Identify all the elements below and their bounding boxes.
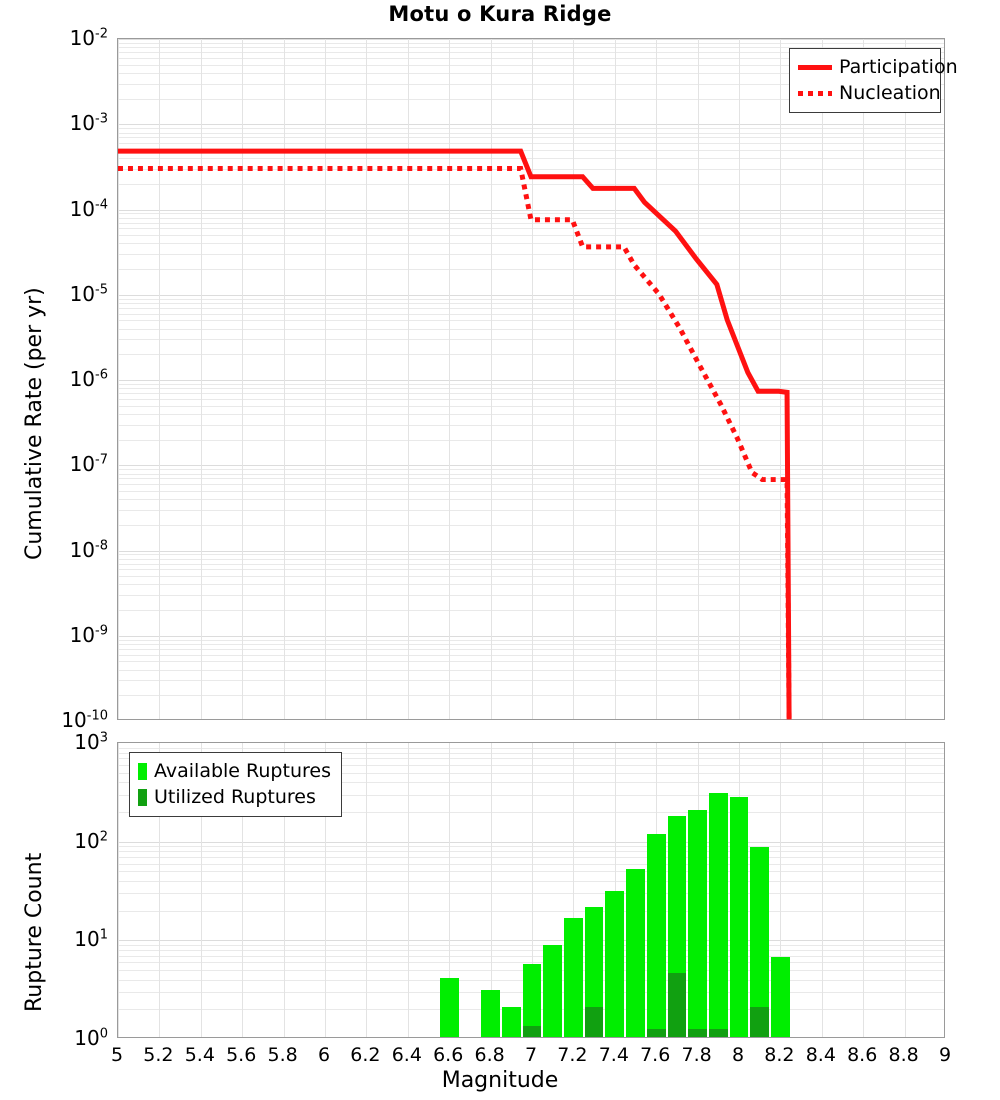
legend-label: Participation: [839, 56, 958, 78]
rupture-bar: [688, 809, 707, 1037]
utilized-segment: [708, 1029, 728, 1037]
utilized-segment: [646, 1029, 666, 1037]
x-tick: 5.6: [226, 1044, 257, 1066]
top-y-tick: 10-9: [69, 622, 108, 647]
legend-item-participation: Participation: [798, 54, 958, 80]
legend-item-available: Available Ruptures: [138, 758, 332, 784]
rupture-bar: [750, 846, 770, 1037]
chart-title: Motu o Kura Ridge: [388, 2, 612, 26]
x-tick: 9: [938, 1044, 952, 1066]
top-y-tick: 10-6: [69, 367, 108, 391]
rupture-bar: [439, 977, 459, 1037]
utilized-segment: [688, 1029, 707, 1037]
available-segment: [522, 963, 542, 1037]
top-y-tick: 10-7: [69, 452, 108, 477]
rupture-bar: [564, 918, 583, 1037]
top-y-tick: 10-3: [69, 111, 108, 136]
available-segment: [584, 906, 604, 1037]
x-tick: 8.8: [888, 1044, 919, 1066]
utilized-segment: [750, 1007, 770, 1037]
x-tick: 6: [317, 1044, 331, 1066]
legend-item-nucleation: Nucleation: [798, 80, 941, 106]
legend-item-utilized: Utilized Ruptures: [138, 784, 332, 810]
x-tick: 7.6: [640, 1044, 671, 1066]
rupture-bar: [543, 945, 563, 1037]
available-segment: [646, 833, 666, 1037]
available-segment: [626, 869, 645, 1037]
bottom-legend: Available Ruptures Utilized Ruptures: [129, 752, 342, 817]
x-tick: 7: [524, 1044, 538, 1066]
x-axis-title: Magnitude: [441, 1068, 559, 1093]
series-nucleation: [118, 166, 792, 720]
rupture-bar: [481, 989, 500, 1037]
x-tick: 8.4: [805, 1044, 836, 1066]
bottom-y-tick: 102: [74, 828, 108, 853]
available-segment: [688, 809, 707, 1037]
x-tick: 7.8: [681, 1044, 712, 1066]
x-tick: 6.2: [350, 1044, 381, 1066]
top-y-axis-title: Cumulative Rate (per yr): [22, 287, 47, 560]
top-gridlines: [118, 39, 944, 719]
x-tick: 6.6: [433, 1044, 464, 1066]
rupture-bar: [708, 792, 728, 1037]
top-y-tick: 10-10: [61, 708, 108, 732]
available-swatch-icon: [138, 762, 147, 780]
x-tick: 5.8: [267, 1044, 298, 1066]
x-tick: 5.2: [143, 1044, 174, 1066]
rupture-bars: [118, 743, 944, 1037]
x-tick: 5.4: [184, 1044, 215, 1066]
top-y-tick: 10-4: [69, 196, 108, 221]
available-segment: [501, 1007, 521, 1037]
rate-curves: [118, 148, 792, 720]
legend-label: Nucleation: [839, 82, 941, 104]
bottom-y-tick: 100: [74, 1026, 108, 1050]
rupture-bar: [626, 869, 645, 1037]
available-segment: [771, 956, 790, 1037]
top-y-tick: 10-5: [69, 281, 108, 306]
solid-line-icon: [798, 64, 832, 70]
available-segment: [439, 977, 459, 1037]
rupture-bar: [646, 833, 666, 1037]
available-segment: [605, 891, 625, 1037]
x-tick: 8.6: [847, 1044, 878, 1066]
legend-label: Utilized Ruptures: [154, 786, 316, 808]
rupture-count-plot: [117, 742, 945, 1038]
x-tick: 8: [731, 1044, 745, 1066]
rupture-bar: [584, 906, 604, 1037]
utilized-segment: [584, 1007, 604, 1037]
rupture-bar: [522, 963, 542, 1037]
bottom-y-axis-title: Rupture Count: [22, 852, 47, 1012]
bottom-y-tick: 101: [74, 927, 108, 952]
rupture-bar: [729, 797, 749, 1037]
cumulative-rate-plot: [117, 38, 945, 720]
available-segment: [729, 797, 749, 1037]
x-tick: 6.4: [391, 1044, 422, 1066]
x-tick: 5: [110, 1044, 124, 1066]
utilized-swatch-icon: [138, 788, 147, 806]
utilized-segment: [522, 1025, 542, 1037]
x-tick: 7.2: [557, 1044, 588, 1066]
available-segment: [708, 792, 728, 1037]
x-tick: 8.2: [764, 1044, 795, 1066]
bottom-y-tick: 103: [74, 730, 108, 754]
x-tick: 7.4: [598, 1044, 629, 1066]
utilized-segment: [667, 972, 687, 1037]
legend-label: Available Ruptures: [154, 760, 331, 782]
rupture-bar: [667, 815, 687, 1037]
dotted-line-icon: [798, 90, 832, 96]
available-segment: [750, 846, 770, 1037]
available-segment: [543, 945, 563, 1037]
rupture-bar: [771, 956, 790, 1037]
top-y-tick: 10-8: [69, 537, 108, 562]
rupture-bar: [605, 891, 625, 1037]
series-participation: [118, 148, 792, 720]
x-tick: 6.8: [474, 1044, 505, 1066]
rupture-bar: [501, 1007, 521, 1037]
top-legend: Participation Nucleation: [789, 48, 958, 113]
available-segment: [481, 989, 500, 1037]
available-segment: [564, 918, 583, 1037]
top-y-tick: 10-2: [69, 26, 108, 50]
